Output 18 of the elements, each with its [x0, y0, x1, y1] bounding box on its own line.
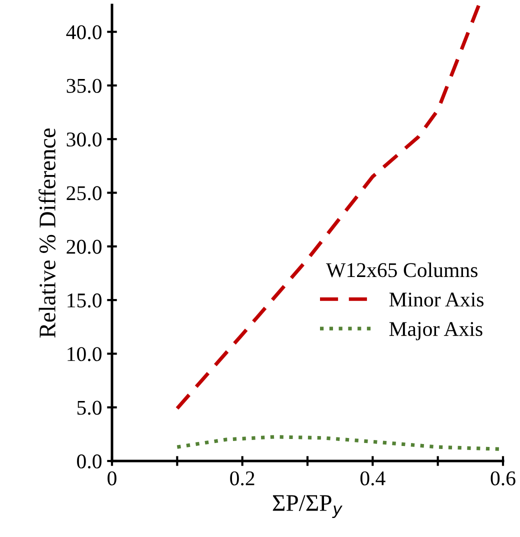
y-tick-label: 20.0	[66, 240, 102, 254]
x-tick-label: 0.6	[490, 471, 516, 486]
legend-label: Minor Axis	[389, 292, 484, 307]
y-tick-label: 30.0	[66, 132, 102, 147]
y-tick-label: 5.0	[77, 400, 102, 415]
y-tick-label: 35.0	[66, 78, 102, 93]
x-axis-title: ΣP/ΣP$_{y}$	[272, 495, 342, 518]
legend-label: Major Axis	[389, 322, 482, 340]
y-axis-title: Relative % Difference	[38, 128, 56, 338]
legend-title: W12x65 Columns	[326, 262, 478, 278]
x-tick-label: 0.2	[230, 471, 254, 486]
y-tick-label: 25.0	[66, 186, 102, 200]
x-tick-label: 0.4	[360, 471, 386, 486]
y-tick-label: 0.0	[77, 454, 102, 469]
y-tick-label: 10.0	[68, 347, 102, 362]
y-tick-label: 40.0	[66, 25, 102, 40]
y-tick-label: 15.0	[68, 293, 102, 308]
x-tick-label: 0	[108, 471, 116, 486]
